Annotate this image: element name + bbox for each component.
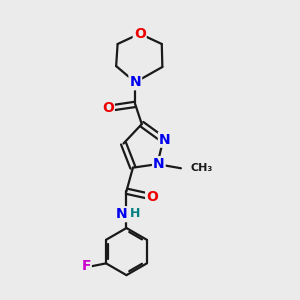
Text: N: N <box>130 75 141 89</box>
Text: O: O <box>146 190 158 203</box>
Text: O: O <box>134 27 146 41</box>
Text: F: F <box>81 259 91 273</box>
Text: N: N <box>153 157 165 171</box>
Text: CH₃: CH₃ <box>190 163 213 173</box>
Text: N: N <box>115 207 127 221</box>
Text: O: O <box>102 101 114 115</box>
Text: H: H <box>130 207 140 220</box>
Text: N: N <box>159 133 170 147</box>
